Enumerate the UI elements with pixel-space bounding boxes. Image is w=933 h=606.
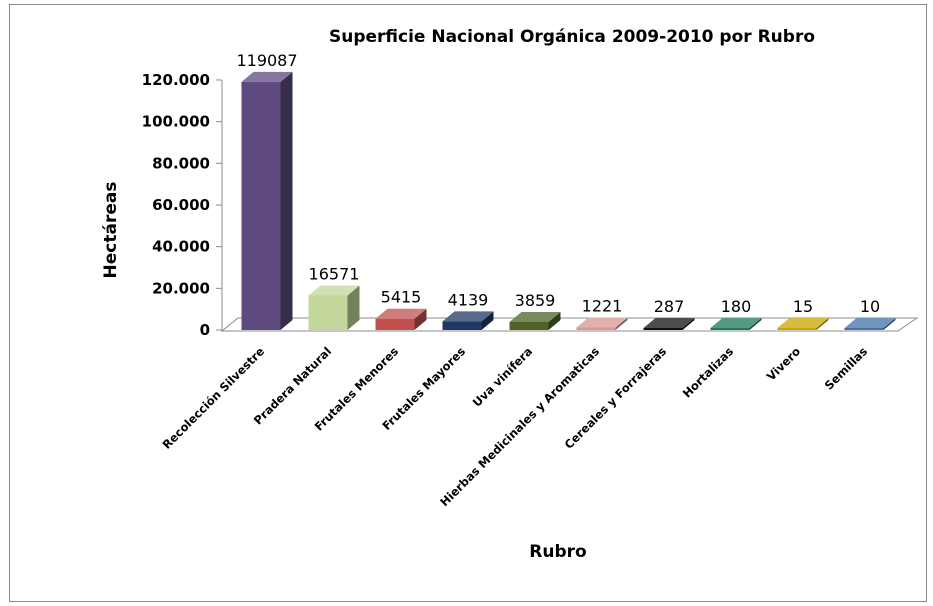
bar-top (442, 311, 494, 322)
x-tick-label: Uva vinífera (470, 344, 535, 409)
bar-side (481, 311, 494, 330)
bar-side (280, 71, 293, 330)
y-axis-title: Hectáreas (101, 182, 121, 279)
bar-side (883, 318, 896, 330)
x-tick-label: Recolección Silvestre (160, 344, 268, 452)
bar-front (643, 328, 683, 330)
data-labels: 119087 16571 5415 4139 3859 1221 287 180 15 10 (236, 51, 880, 316)
bar-top (375, 308, 427, 319)
bar-side (615, 317, 628, 330)
bar-top (844, 318, 896, 328)
bar-front (844, 328, 884, 330)
bar-top (710, 318, 762, 328)
bar-side (414, 308, 427, 330)
y-tick-label: 60.000 (152, 196, 210, 214)
bar (710, 318, 762, 330)
bar (442, 311, 494, 330)
bar-front (375, 318, 415, 330)
bar-front (576, 327, 616, 330)
bar-front (241, 81, 281, 330)
x-axis-title: Rubro (529, 542, 586, 562)
bar-side (816, 318, 829, 330)
y-tick-label: 100.000 (142, 113, 210, 131)
data-label: 10 (860, 297, 880, 316)
bar-top (777, 318, 829, 328)
chart-area (9, 4, 927, 602)
data-label: 15 (793, 297, 813, 316)
y-tick-label: 40.000 (152, 238, 210, 256)
bars (241, 71, 896, 330)
bar-front (308, 295, 348, 330)
data-label: 119087 (236, 51, 297, 70)
bar (308, 285, 360, 330)
y-axis: 0 20.000 40.000 60.000 80.000 100.000 120.000 (142, 71, 223, 339)
chart-title: Superficie Nacional Orgánica 2009-2010 p… (329, 27, 815, 47)
bar-top (509, 311, 561, 322)
data-label: 4139 (448, 290, 489, 309)
y-tick-label: 120.000 (142, 71, 210, 89)
data-label: 1221 (582, 296, 623, 315)
bar-side (749, 318, 762, 330)
bar-side (682, 318, 695, 330)
y-tick-label: 20.000 (152, 279, 210, 297)
bar (844, 318, 896, 330)
x-tick-label: Vivero (764, 344, 803, 383)
data-label: 180 (721, 297, 752, 316)
data-label: 5415 (381, 288, 422, 307)
bar (241, 71, 293, 330)
data-label: 287 (654, 297, 685, 316)
data-label: 16571 (309, 264, 360, 283)
bar-front (777, 328, 817, 330)
bar-top (241, 71, 293, 82)
y-tick-label: 80.000 (152, 154, 210, 172)
bar (643, 318, 695, 330)
x-tick-label: Hortalizas (680, 344, 736, 400)
bar-top (643, 318, 695, 328)
bar-front (710, 328, 750, 330)
bar (777, 318, 829, 330)
bar-front (442, 321, 482, 330)
bar (576, 317, 628, 330)
bar (509, 311, 561, 330)
bar-side (347, 285, 360, 330)
bar-front (509, 321, 549, 330)
y-tick-label: 0 (200, 321, 210, 339)
bar-top (308, 285, 360, 296)
bar (375, 308, 427, 330)
bar-top (576, 317, 628, 328)
x-tick-label: Semillas (822, 344, 871, 393)
bar-side (548, 311, 561, 330)
data-label: 3859 (515, 291, 556, 310)
